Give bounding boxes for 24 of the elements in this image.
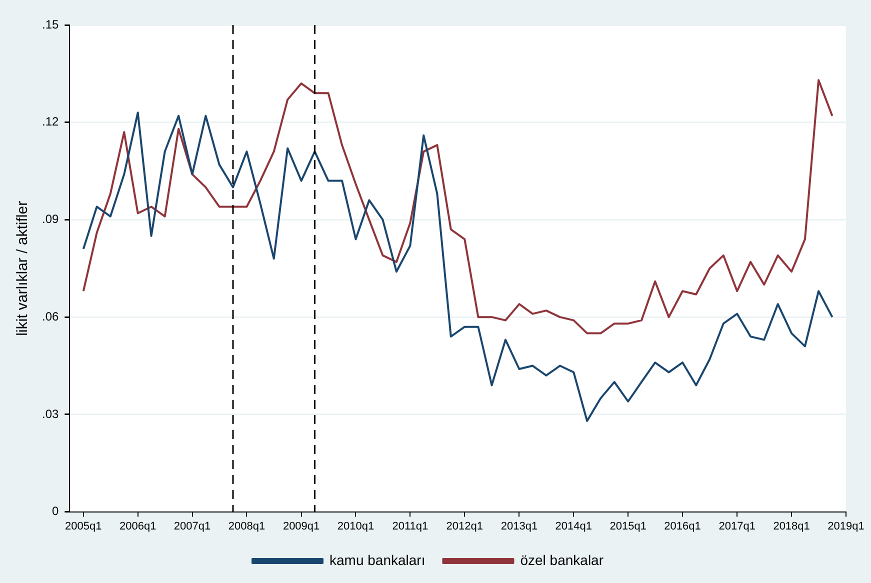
y-tick-label: .03: [42, 406, 59, 421]
x-tick-label: 2011q1: [392, 520, 428, 532]
x-tick-label: 2016q1: [664, 520, 701, 532]
x-tick-label: 2009q1: [282, 520, 320, 532]
x-tick-label: 2010q1: [337, 520, 374, 532]
legend-label: özel bankalar: [520, 552, 604, 568]
y-tick-label: .06: [42, 309, 59, 324]
x-tick-label: 2017q1: [718, 520, 756, 532]
x-tick-label: 2013q1: [500, 520, 538, 532]
x-tick-label: 2018q1: [773, 520, 810, 532]
x-tick-label: 2005q1: [65, 520, 102, 532]
y-axis-title: likit varlıklar / aktifler: [14, 200, 32, 336]
x-tick-label: 2006q1: [119, 520, 156, 532]
y-tick-label: .09: [42, 212, 59, 226]
x-tick-label: 2007q1: [174, 520, 211, 532]
x-tick-label: 2019q1: [828, 520, 864, 532]
y-tick-label: .15: [42, 17, 59, 32]
y-tick-label: 0: [52, 504, 59, 518]
x-tick-label: 2012q1: [446, 520, 483, 532]
x-tick-label: 2015q1: [610, 520, 646, 532]
y-tick-label: .12: [42, 114, 59, 129]
x-tick-label: 2014q1: [555, 520, 592, 532]
x-tick-label: 2008q1: [228, 520, 266, 532]
legend-label: kamu bankaları: [330, 552, 426, 568]
